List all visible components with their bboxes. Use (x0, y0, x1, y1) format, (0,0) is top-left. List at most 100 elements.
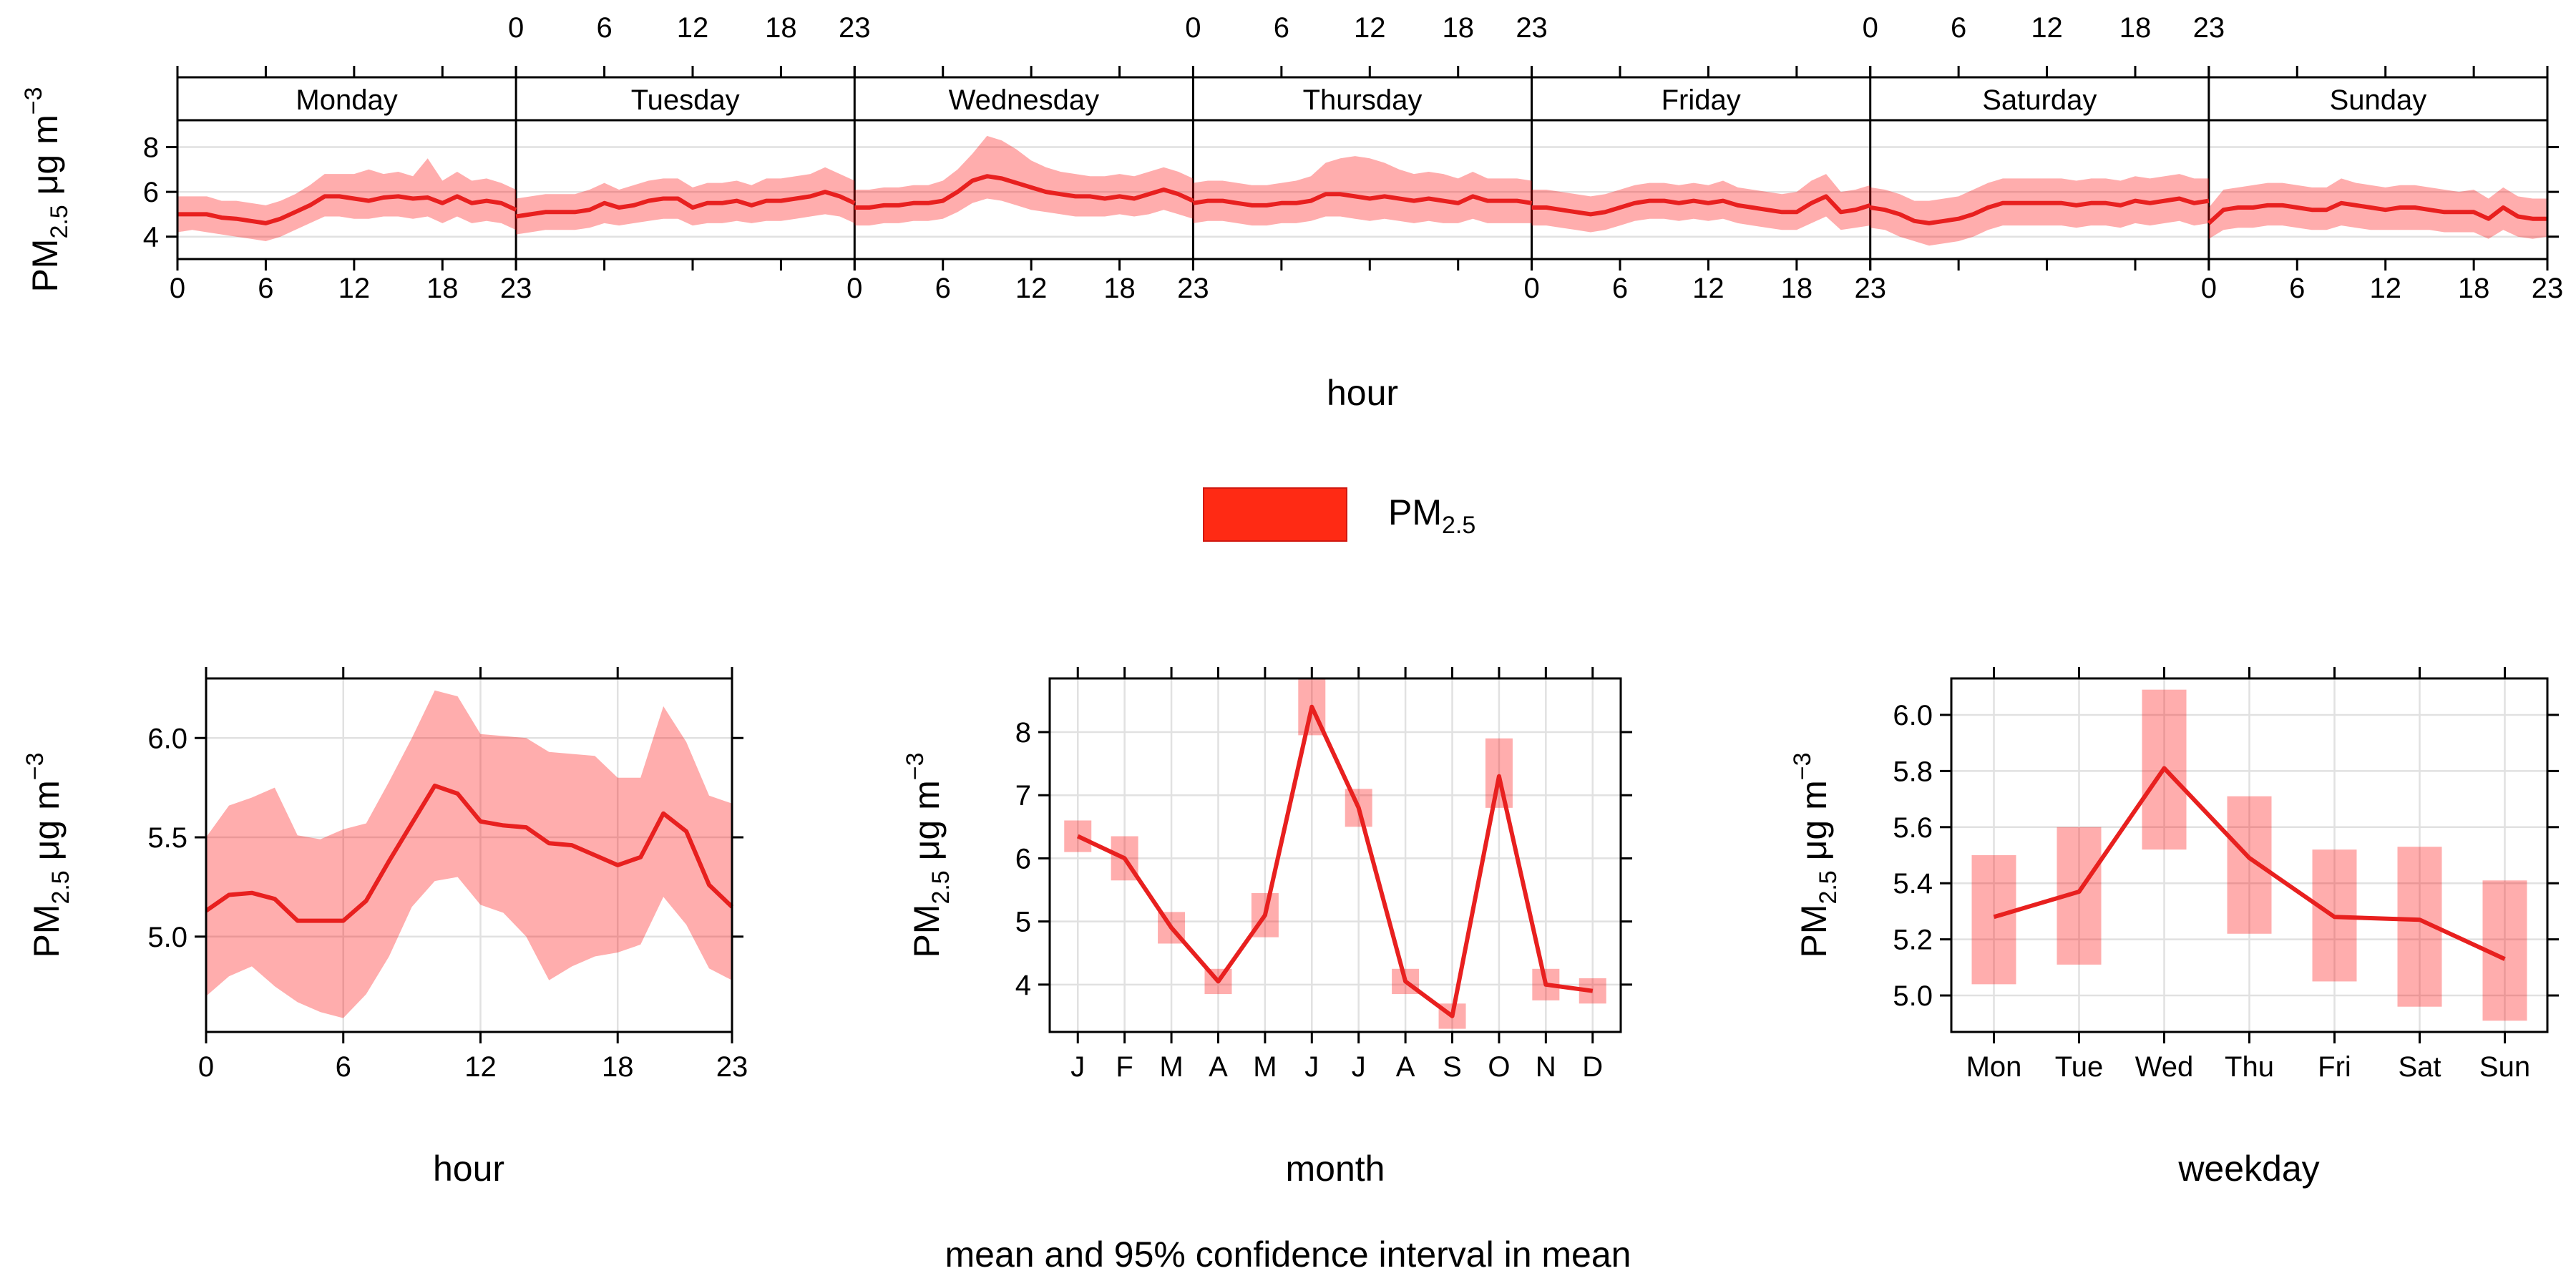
month-x-tick-label: J (1070, 1051, 1085, 1083)
weekday-x-tick-label: Sat (2398, 1051, 2441, 1083)
month-plot-frame (1048, 677, 1622, 1033)
hour-tick-label: 6 (2289, 273, 2305, 304)
mean-line-sunday (2207, 200, 2547, 225)
month-x-axis-label: month (1286, 1149, 1385, 1189)
strip-label-friday: Friday (1662, 84, 1741, 116)
ci-band-saturday (1870, 174, 2209, 246)
hour-tick-label: 0 (170, 273, 185, 304)
hour-x-axis-label: hour (433, 1149, 504, 1189)
hour-tick-label: 23 (1516, 12, 1548, 44)
hour-mean-line (205, 783, 734, 923)
hour-panel: 5.0 5.5 6.0 0 6 12 18 23 PM2.5 μg m−3 hour (21, 667, 748, 1189)
weekday-x-tick-label: Sun (2479, 1051, 2530, 1083)
weekday-y-tick-label: 6.0 (1893, 700, 1933, 731)
legend: PM2.5 (1203, 487, 1475, 542)
hour-tick-label: 12 (1015, 273, 1048, 304)
hour-tick-label: 6 (1612, 273, 1628, 304)
figure-caption: mean and 95% confidence interval in mean (945, 1234, 1631, 1275)
mean-line-monday (177, 194, 517, 225)
month-x-tick-label: J (1304, 1051, 1319, 1083)
hour-tick-label: 12 (2031, 12, 2063, 44)
mean-line-wednesday (854, 174, 1194, 210)
legend-swatch (1203, 487, 1347, 542)
hour-tick-label: 23 (1854, 273, 1886, 304)
month-y-tick-label: 6 (1015, 843, 1031, 875)
weekday-x-tick-label: Fri (2318, 1051, 2351, 1083)
ci-band-thursday (1193, 156, 1532, 226)
strip-label-thursday: Thursday (1303, 84, 1423, 116)
month-x-tick-label: J (1352, 1051, 1366, 1083)
legend-label: PM2.5 (1388, 492, 1475, 539)
weekday-y-axis-label: PM2.5 μg m−3 (1789, 752, 1842, 958)
mean-line-friday (1531, 194, 1871, 217)
hour-y-tick-label: 5.5 (147, 822, 187, 854)
weekday-x-tick-label: Tue (2055, 1051, 2103, 1083)
hour-tick-label: 12 (1692, 273, 1724, 304)
month-x-tick-label: N (1536, 1051, 1556, 1083)
dayhour-panel: 0 6 12 18 23 0 6 12 18 23 0 6 12 18 23 0 6 12 18 23 0 6 12 18 23… (20, 12, 2563, 413)
weekday-ci-bar (1971, 855, 2016, 985)
dayhour-y-tick-label: 4 (143, 222, 159, 253)
strip-label-monday: Monday (296, 84, 397, 116)
mean-line-thursday (1192, 192, 1533, 208)
ci-band-monday (177, 158, 517, 241)
month-x-tick-label: M (1253, 1051, 1277, 1083)
hour-tick-label: 0 (2201, 273, 2217, 304)
hour-tick-label: 0 (1523, 273, 1539, 304)
hour-tick-label: 23 (839, 12, 871, 44)
month-x-tick-label: F (1116, 1051, 1133, 1083)
month-x-tick-label: D (1582, 1051, 1603, 1083)
weekday-mean-line (1993, 766, 2506, 961)
weekday-y-tick-label: 5.6 (1893, 812, 1933, 844)
month-y-tick-label: 4 (1015, 970, 1031, 1001)
month-ci-bar (1485, 738, 1513, 808)
strip-label-wednesday: Wednesday (949, 84, 1100, 116)
hour-tick-label: 6 (1951, 12, 1966, 44)
hour-tick-label: 23 (2193, 12, 2225, 44)
month-x-tick-label: A (1396, 1051, 1415, 1083)
hour-tick-label: 12 (2369, 273, 2401, 304)
hour-tick-label: 0 (508, 12, 524, 44)
weekday-x-axis-label: weekday (2177, 1149, 2319, 1189)
mean-line-tuesday (515, 190, 856, 219)
hour-y-axis-label: PM2.5 μg m−3 (21, 752, 74, 958)
strip-label-sunday: Sunday (2330, 84, 2427, 116)
month-y-axis-label: PM2.5 μg m−3 (902, 752, 955, 958)
weekday-y-tick-label: 5.2 (1893, 925, 1933, 956)
hour-x-tick-label: 12 (464, 1051, 497, 1083)
dayhour-y-tick-label: 8 (143, 132, 159, 164)
hour-x-tick-label: 18 (602, 1051, 634, 1083)
month-x-tick-label: A (1209, 1051, 1228, 1083)
weekday-x-tick-label: Thu (2225, 1051, 2274, 1083)
month-y-tick-label: 7 (1015, 780, 1031, 812)
mean-line-saturday (1870, 196, 2210, 225)
month-mean-line (1076, 704, 1594, 1018)
month-x-tick-label: S (1443, 1051, 1462, 1083)
hour-y-tick-label: 5.0 (147, 922, 187, 953)
hour-x-tick-label: 6 (336, 1051, 351, 1083)
hour-y-tick-label: 6.0 (147, 723, 187, 754)
month-y-tick-label: 8 (1015, 717, 1031, 749)
hour-tick-label: 18 (765, 12, 797, 44)
hour-tick-label: 18 (426, 273, 459, 304)
weekday-x-tick-label: Mon (1966, 1051, 2022, 1083)
hour-tick-label: 0 (847, 273, 862, 304)
dayhour-y-axis-label: PM2.5 μg m−3 (20, 87, 73, 292)
month-y-tick-label: 5 (1015, 907, 1031, 938)
month-x-tick-label: M (1159, 1051, 1183, 1083)
hour-tick-label: 12 (677, 12, 709, 44)
weekday-y-tick-label: 5.0 (1893, 980, 1933, 1012)
strip-label-saturday: Saturday (1982, 84, 2097, 116)
month-x-tick-label: O (1488, 1051, 1510, 1083)
hour-tick-label: 18 (1442, 12, 1474, 44)
hour-tick-label: 23 (500, 273, 532, 304)
hour-tick-label: 18 (1781, 273, 1813, 304)
strip-label-tuesday: Tuesday (631, 84, 740, 116)
hour-tick-label: 6 (1274, 12, 1289, 44)
hour-x-tick-label: 0 (198, 1051, 214, 1083)
hour-tick-label: 18 (2119, 12, 2152, 44)
hour-ci-band (206, 690, 732, 1018)
hour-tick-label: 6 (935, 273, 951, 304)
